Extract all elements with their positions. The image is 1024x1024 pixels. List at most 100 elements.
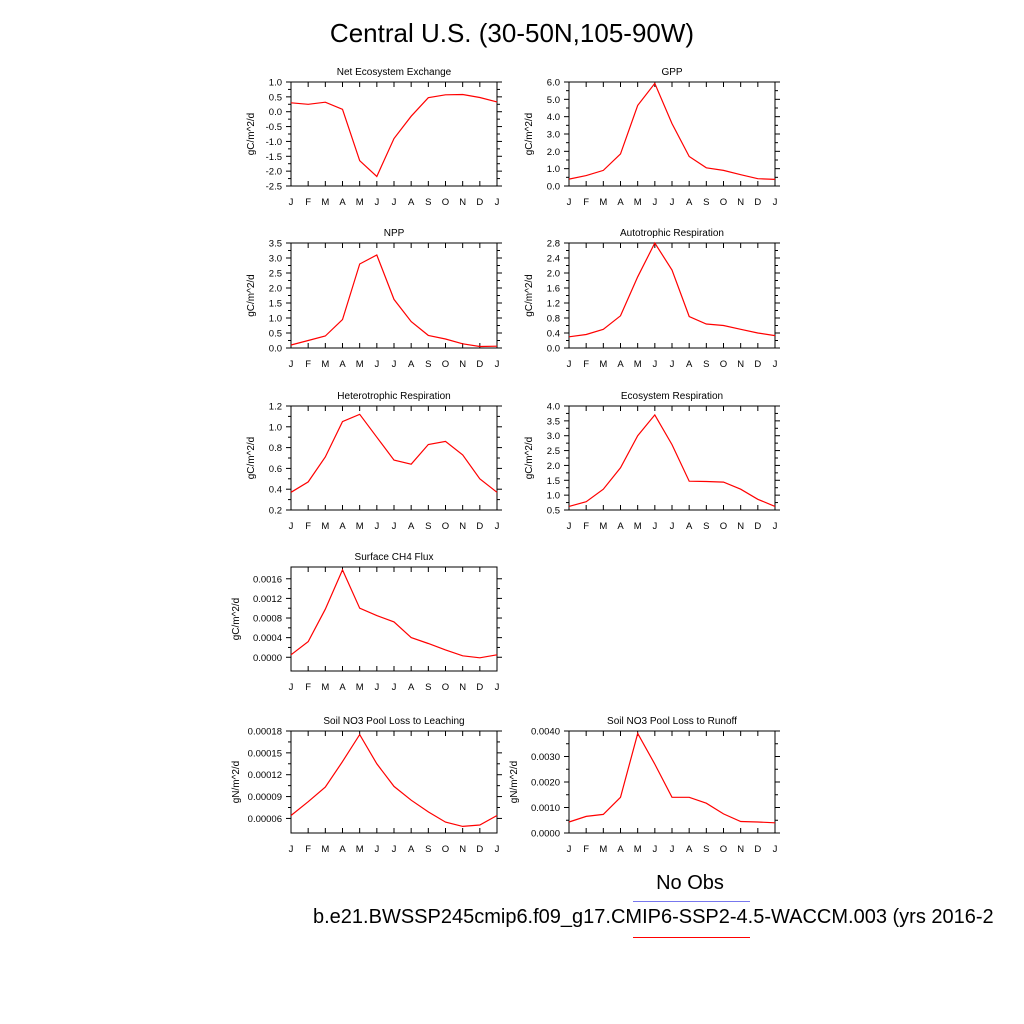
panel-title: Soil NO3 Pool Loss to Runoff (607, 716, 737, 727)
y-tick-label: -0.5 (266, 122, 282, 133)
y-tick-label: 1.0 (547, 491, 560, 502)
panel-title: Heterotrophic Respiration (337, 391, 450, 402)
series-line (290, 413, 498, 493)
series-line (568, 413, 776, 507)
y-tick-label: 0.8 (269, 443, 282, 454)
x-tick-label: J (495, 197, 500, 208)
plot-frame (568, 730, 776, 834)
y-tick-label: -1.5 (266, 152, 282, 163)
x-tick-label: J (392, 197, 397, 208)
y-tick-label: 0.00012 (248, 770, 282, 781)
y-tick-label: 0.0030 (531, 752, 560, 763)
y-tick-label: 1.2 (269, 402, 282, 413)
x-tick-label: J (670, 359, 675, 370)
x-tick-label: J (773, 521, 778, 532)
y-tick-label: -2.5 (266, 182, 282, 193)
x-tick-label: J (567, 197, 572, 208)
plot-frame (290, 81, 498, 187)
y-axis-label: gC/m^2/d (231, 598, 242, 641)
y-tick-label: 0.4 (547, 329, 560, 340)
x-tick-label: D (476, 521, 483, 532)
y-tick-label: 0.00006 (248, 814, 282, 825)
x-tick-label: J (392, 521, 397, 532)
x-tick-label: J (289, 197, 294, 208)
x-tick-label: S (703, 197, 709, 208)
panel-title: Net Ecosystem Exchange (337, 67, 452, 78)
x-tick-label: A (339, 844, 346, 855)
y-tick-label: -2.0 (266, 167, 282, 178)
y-tick-label: 1.5 (269, 299, 282, 310)
x-tick-label: J (374, 197, 379, 208)
x-tick-label: O (720, 844, 727, 855)
x-tick-label: A (617, 359, 624, 370)
y-tick-label: 3.0 (269, 254, 282, 265)
x-tick-label: D (754, 359, 761, 370)
y-tick-label: 2.0 (547, 269, 560, 280)
x-tick-label: M (321, 359, 329, 370)
x-tick-label: J (773, 197, 778, 208)
x-tick-label: J (495, 844, 500, 855)
x-tick-label: M (356, 359, 364, 370)
x-tick-label: A (686, 197, 693, 208)
x-tick-label: J (374, 359, 379, 370)
panel-title: NPP (384, 228, 405, 239)
y-tick-label: 0.0004 (253, 633, 282, 644)
y-tick-label: 0.0040 (531, 727, 560, 738)
x-tick-label: F (305, 521, 311, 532)
y-tick-label: 1.6 (547, 284, 560, 295)
y-tick-label: 0.2 (269, 506, 282, 517)
y-axis-label: gC/m^2/d (246, 113, 257, 156)
x-tick-label: J (670, 521, 675, 532)
x-tick-label: S (425, 521, 431, 532)
x-tick-label: O (442, 844, 449, 855)
panel-title: Surface CH4 Flux (355, 552, 434, 563)
y-tick-label: 2.0 (547, 147, 560, 158)
x-tick-label: N (737, 521, 744, 532)
x-tick-label: S (703, 359, 709, 370)
y-tick-label: 0.0020 (531, 778, 560, 789)
x-tick-label: F (583, 197, 589, 208)
x-tick-label: J (289, 844, 294, 855)
legend-model-label: b.e21.BWSSP245cmip6.f09_g17.CMIP6-SSP2-4… (313, 906, 994, 928)
y-axis-label: gC/m^2/d (524, 274, 535, 317)
x-tick-label: J (289, 521, 294, 532)
x-tick-label: F (583, 844, 589, 855)
x-tick-label: A (686, 359, 693, 370)
x-tick-label: J (670, 197, 675, 208)
x-tick-label: S (703, 521, 709, 532)
series-line (290, 254, 498, 348)
x-tick-label: J (495, 682, 500, 693)
y-tick-label: 0.0 (547, 182, 560, 193)
x-tick-label: O (442, 197, 449, 208)
y-tick-label: 0.00018 (248, 727, 282, 738)
y-tick-label: 3.5 (547, 416, 560, 427)
x-tick-label: N (459, 197, 466, 208)
x-tick-label: A (617, 521, 624, 532)
plot-frame (568, 81, 776, 187)
x-tick-label: J (289, 682, 294, 693)
y-tick-label: 3.0 (547, 130, 560, 141)
x-tick-label: O (720, 197, 727, 208)
x-tick-label: D (476, 844, 483, 855)
x-tick-label: J (670, 844, 675, 855)
y-tick-label: 0.0000 (531, 829, 560, 840)
panel-title: GPP (661, 67, 682, 78)
x-tick-label: A (408, 359, 415, 370)
y-axis-label: gN/m^2/d (231, 761, 242, 804)
y-tick-label: 2.0 (269, 284, 282, 295)
plot-frame (290, 566, 498, 672)
x-tick-label: M (634, 359, 642, 370)
x-tick-label: J (652, 359, 657, 370)
x-tick-label: O (442, 682, 449, 693)
y-tick-label: 1.0 (269, 78, 282, 89)
x-tick-label: M (599, 844, 607, 855)
x-tick-label: J (374, 682, 379, 693)
x-tick-label: J (374, 844, 379, 855)
x-tick-label: M (356, 197, 364, 208)
y-axis-label: gC/m^2/d (246, 437, 257, 480)
x-tick-label: M (321, 844, 329, 855)
series-line (290, 93, 498, 178)
y-tick-label: 0.0000 (253, 653, 282, 664)
x-tick-label: J (652, 521, 657, 532)
